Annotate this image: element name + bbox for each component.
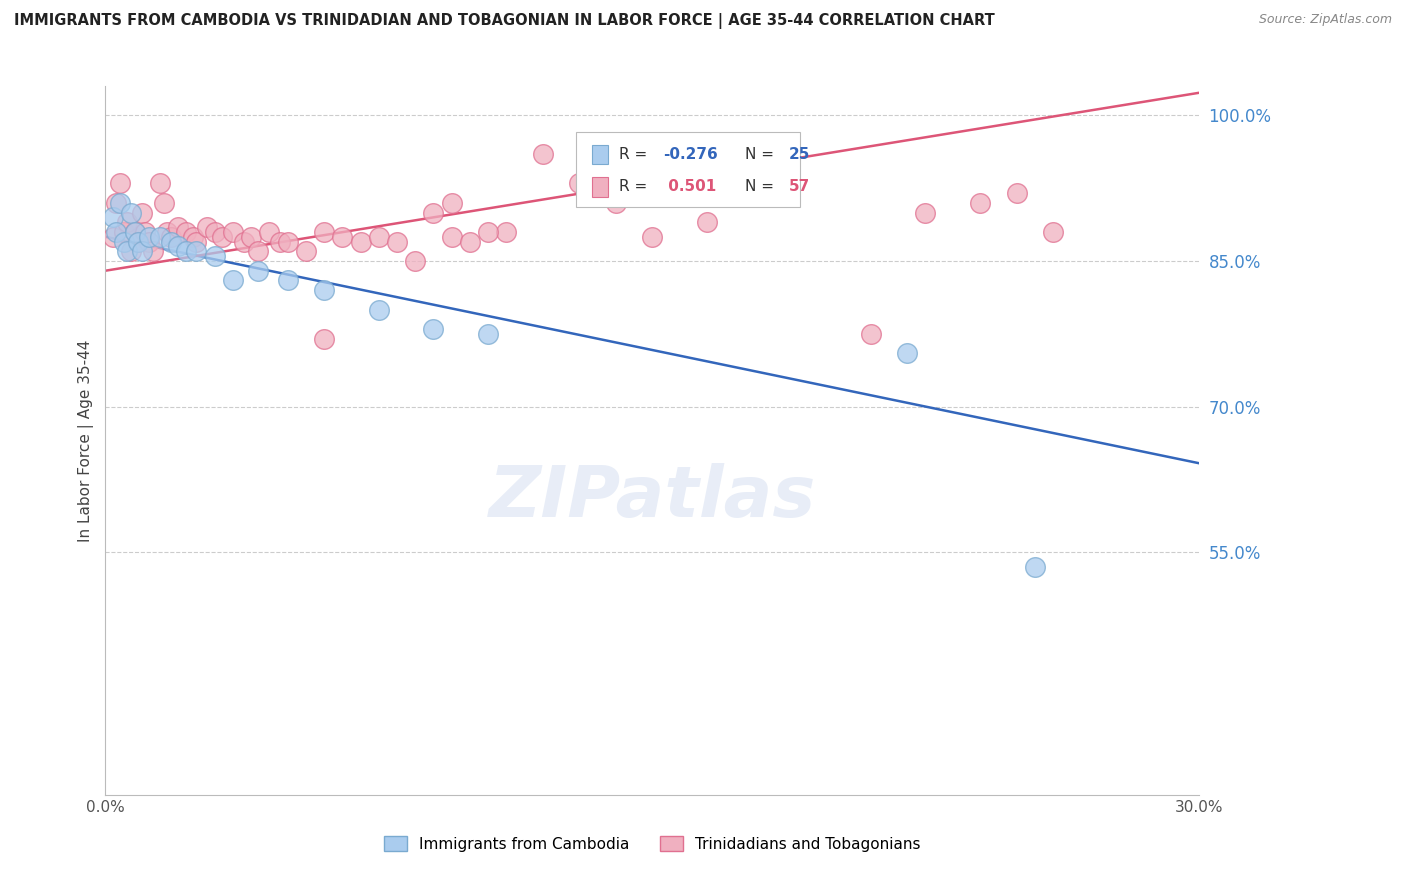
Point [1024, 559, 1046, 574]
Point [101, 211, 124, 225]
Point [101, 229, 124, 244]
Point [232, 235, 254, 249]
Bar [592, 145, 607, 164]
Point [531, 147, 554, 161]
Point [117, 215, 139, 229]
Point [259, 225, 281, 239]
Point [859, 326, 882, 341]
Text: 0.501: 0.501 [664, 179, 716, 194]
Text: R =: R = [619, 147, 648, 162]
Point [160, 229, 183, 244]
Point [167, 239, 190, 253]
Point [222, 225, 245, 239]
Point [896, 346, 918, 360]
Point [330, 229, 353, 244]
Point [477, 326, 499, 341]
Point [477, 225, 499, 239]
Point [422, 205, 444, 219]
Point [131, 205, 153, 219]
Point [277, 273, 299, 287]
Point [211, 229, 233, 244]
Text: N =: N = [745, 147, 775, 162]
Point [969, 195, 991, 210]
Point [312, 225, 335, 239]
Point [495, 225, 517, 239]
Point [204, 249, 226, 263]
Point [149, 177, 172, 191]
Point [134, 225, 156, 239]
Point [367, 302, 389, 317]
Point [240, 229, 263, 244]
Point [174, 244, 197, 259]
Point [404, 254, 426, 268]
Point [174, 225, 197, 239]
Point [105, 225, 128, 239]
Point [160, 235, 183, 249]
Point [186, 235, 208, 249]
Point [124, 225, 146, 239]
Point [127, 235, 149, 249]
Point [204, 225, 226, 239]
Point [108, 177, 131, 191]
Text: 57: 57 [789, 179, 810, 194]
Point [312, 283, 335, 297]
Text: R =: R = [619, 179, 648, 194]
Point [131, 244, 153, 259]
Text: Source: ZipAtlas.com: Source: ZipAtlas.com [1258, 13, 1392, 27]
Point [733, 157, 755, 171]
Point [186, 244, 208, 259]
Point [167, 220, 190, 235]
Text: IMMIGRANTS FROM CAMBODIA VS TRINIDADIAN AND TOBAGONIAN IN LABOR FORCE | AGE 35-4: IMMIGRANTS FROM CAMBODIA VS TRINIDADIAN … [14, 13, 995, 29]
Point [142, 244, 165, 259]
Point [269, 235, 291, 249]
Point [120, 244, 142, 259]
Point [696, 215, 718, 229]
Point [222, 273, 245, 287]
Point [138, 229, 160, 244]
Point [197, 220, 219, 235]
Point [385, 235, 408, 249]
Point [1042, 225, 1064, 239]
Point [156, 225, 179, 239]
Point [440, 195, 463, 210]
Point [124, 225, 146, 239]
Point [641, 229, 664, 244]
FancyBboxPatch shape [575, 132, 800, 207]
Point [127, 235, 149, 249]
Point [277, 235, 299, 249]
Point [367, 229, 389, 244]
Y-axis label: In Labor Force | Age 35-44: In Labor Force | Age 35-44 [79, 339, 94, 541]
Point [105, 195, 128, 210]
Point [138, 235, 160, 249]
Point [568, 177, 591, 191]
Point [1005, 186, 1028, 200]
Point [149, 229, 172, 244]
Text: 25: 25 [789, 147, 810, 162]
Point [440, 229, 463, 244]
Point [247, 244, 270, 259]
Point [605, 195, 627, 210]
Point [152, 195, 174, 210]
Bar [592, 178, 607, 196]
Point [120, 205, 142, 219]
Point [914, 205, 936, 219]
Point [112, 225, 135, 239]
Point [422, 322, 444, 336]
Point [108, 195, 131, 210]
Point [349, 235, 371, 249]
Legend: Immigrants from Cambodia, Trinidadians and Tobagonians: Immigrants from Cambodia, Trinidadians a… [378, 830, 927, 858]
Point [112, 235, 135, 249]
Point [295, 244, 318, 259]
Point [312, 332, 335, 346]
Point [769, 167, 792, 181]
Text: -0.276: -0.276 [664, 147, 717, 162]
Text: N =: N = [745, 179, 775, 194]
Point [247, 264, 270, 278]
Text: ZIPatlas: ZIPatlas [488, 463, 815, 532]
Point [458, 235, 481, 249]
Point [659, 186, 682, 200]
Point [181, 229, 204, 244]
Point [117, 244, 139, 259]
